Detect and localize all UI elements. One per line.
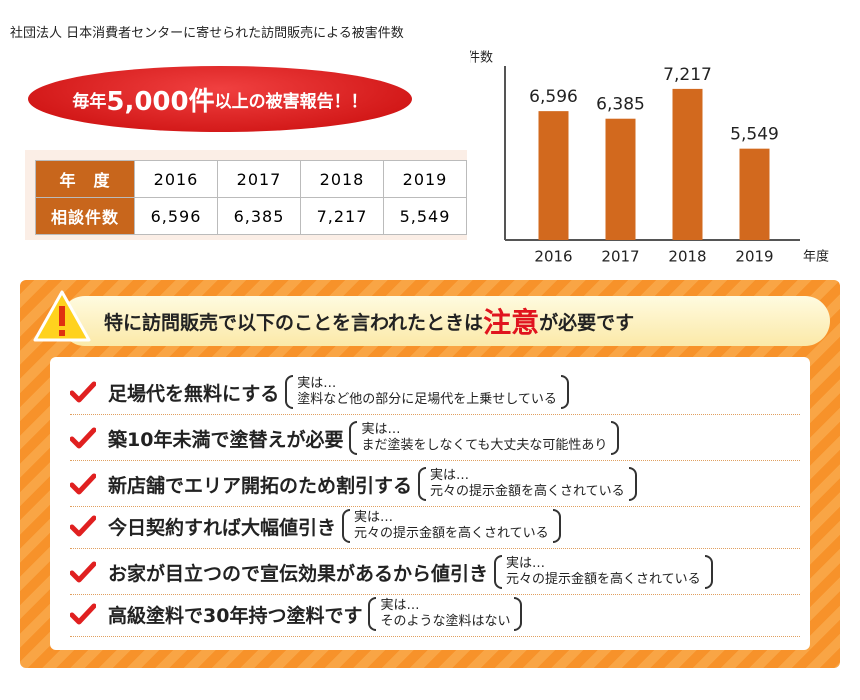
note: 実は… 元々の提示金額を高くされている xyxy=(502,556,705,588)
list-item: 高級塗料で30年持つ塗料です 実は… そのような塗料はない xyxy=(70,592,800,637)
row-header: 年 度 xyxy=(35,160,135,198)
data-table: 年 度 2016 2017 2018 2019 相談件数 6,596 6,385 7,217 5… xyxy=(35,160,467,235)
claim: 足場代を無料にする xyxy=(108,382,280,405)
note-group: 実は… まだ塗装をしなくても大丈夫な可能性あり xyxy=(349,421,620,455)
paren-right xyxy=(552,509,561,543)
paren-right xyxy=(704,555,713,589)
note-text: そのような塗料はない xyxy=(380,614,511,629)
banner-highlight: 5,000件 xyxy=(106,86,215,117)
list-item: お家が目立つので宣伝効果があるから値引き 実は… 元々の提示金額を高くされている xyxy=(70,550,800,595)
bar xyxy=(672,88,703,240)
claim: 新店舗でエリア開拓のため割引する xyxy=(108,474,413,497)
count-cell: 6,596 xyxy=(134,197,218,235)
bar xyxy=(538,111,569,240)
row-header: 相談件数 xyxy=(35,197,135,235)
check-icon xyxy=(70,473,96,495)
check-icon xyxy=(70,603,96,625)
year-cell: 2017 xyxy=(217,160,301,198)
banner-text: 以上の被害報告！！ xyxy=(214,91,368,112)
note: 実は… まだ塗装をしなくても大丈夫な可能性あり xyxy=(357,422,611,454)
note-text: 元々の提示金額を高くされている xyxy=(506,572,701,587)
year-cell: 2018 xyxy=(300,160,384,198)
chart: 件数 年度 6,596 2016 6,385 2017 7,217 2018 5,549 20… xyxy=(470,51,829,266)
value-label: 6,385 xyxy=(596,95,645,115)
note: 実は… そのような塗料はない xyxy=(376,598,514,630)
paren-left xyxy=(285,375,294,409)
list-panel xyxy=(50,357,810,650)
year-cell: 2016 xyxy=(134,160,218,198)
claim: 今日契約すれば大幅値引き xyxy=(108,516,337,539)
x-tick-label: 2018 xyxy=(668,248,706,266)
note-head: 実は… xyxy=(380,598,420,613)
banner: 毎年 5,000件 以上の被害報告！！ xyxy=(28,66,412,132)
x-tick-label: 2017 xyxy=(601,248,639,266)
note-head: 実は… xyxy=(506,556,546,571)
check-icon xyxy=(70,381,96,403)
note-head: 実は… xyxy=(354,510,394,525)
year-cell: 2019 xyxy=(383,160,467,198)
x-tick-label: 2016 xyxy=(534,248,572,266)
check-icon xyxy=(70,561,96,583)
paren-left xyxy=(368,597,377,631)
list-item: 築10年未満で塗替えが必要 実は… まだ塗装をしなくても大丈夫な可能性あり xyxy=(70,416,800,461)
paren-right xyxy=(560,375,569,409)
claim: 高級塗料で30年持つ塗料です xyxy=(108,604,363,627)
note-group: 実は… 元々の提示金額を高くされている xyxy=(494,555,713,589)
note-text: 元々の提示金額を高くされている xyxy=(430,484,625,499)
paren-right xyxy=(628,467,637,501)
paren-right xyxy=(611,421,620,455)
note: 実は… 元々の提示金額を高くされている xyxy=(426,468,629,500)
check-icon xyxy=(70,427,96,449)
bar xyxy=(605,118,636,240)
paren-right xyxy=(514,597,523,631)
list-item: 今日契約すれば大幅値引き 実は… 元々の提示金額を高くされている xyxy=(70,504,800,549)
note: 実は… 塗料など他の部分に足場代を上乗せしている xyxy=(293,376,561,408)
list-item: 足場代を無料にする 実は… 塗料など他の部分に足場代を上乗せしている xyxy=(70,370,800,415)
list-item: 新店舗でエリア開拓のため割引する 実は… 元々の提示金額を高くされている xyxy=(70,462,800,507)
note-text: 塗料など他の部分に足場代を上乗せしている xyxy=(297,392,557,407)
y-axis-label: 件数 xyxy=(470,51,493,66)
paren-left xyxy=(349,421,358,455)
count-cell: 7,217 xyxy=(300,197,384,235)
check-icon xyxy=(70,515,96,537)
claim: お家が目立つので宣伝効果があるから値引き xyxy=(108,562,489,585)
note-head: 実は… xyxy=(430,468,470,483)
value-label: 7,217 xyxy=(663,65,712,85)
banner-text: 毎年 xyxy=(72,91,107,112)
note-group: 実は… 元々の提示金額を高くされている xyxy=(342,509,561,543)
warning-text: 特に訪問販売で以下のことを言われたときは 注意 が必要です xyxy=(104,298,634,344)
note-text: まだ塗装をしなくても大丈夫な可能性あり xyxy=(361,438,608,453)
warning-prefix: 特に訪問販売で以下のことを言われたときは xyxy=(104,311,484,334)
warning-bar xyxy=(60,296,830,346)
claim: 築10年未満で塗替えが必要 xyxy=(108,428,344,451)
note-group: 実は… 元々の提示金額を高くされている xyxy=(418,467,637,501)
warning-highlight: 注意 xyxy=(483,306,540,339)
paren-left xyxy=(494,555,503,589)
note: 実は… 元々の提示金額を高くされている xyxy=(350,510,553,542)
count-cell: 5,549 xyxy=(383,197,467,235)
x-tick-label: 2019 xyxy=(735,248,773,266)
warning-suffix: が必要です xyxy=(539,311,635,334)
x-axis-label: 年度 xyxy=(803,249,829,265)
note-group: 実は… 塗料など他の部分に足場代を上乗せしている xyxy=(285,375,569,409)
note-head: 実は… xyxy=(297,376,337,391)
paren-left xyxy=(342,509,351,543)
paren-left xyxy=(418,467,427,501)
bar xyxy=(739,148,770,240)
note-head: 実は… xyxy=(361,422,401,437)
note-text: 元々の提示金額を高くされている xyxy=(354,526,549,541)
value-label: 6,596 xyxy=(529,87,578,107)
count-cell: 6,385 xyxy=(217,197,301,235)
value-label: 5,549 xyxy=(730,125,779,145)
note-group: 実は… そのような塗料はない xyxy=(368,597,523,631)
warning-icon xyxy=(33,290,91,342)
page-title: 社団法人 日本消費者センターに寄せられた訪問販売による被害件数 xyxy=(10,26,404,41)
